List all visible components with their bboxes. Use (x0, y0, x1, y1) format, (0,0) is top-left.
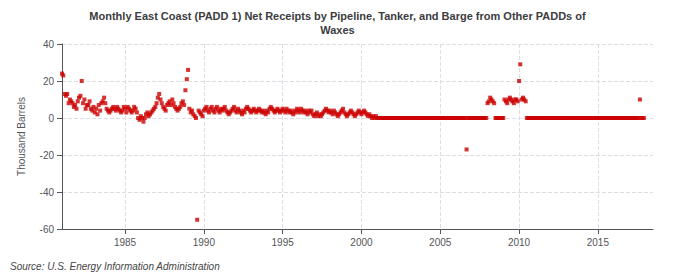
svg-text:1990: 1990 (193, 237, 216, 248)
svg-text:-60: -60 (40, 224, 55, 235)
svg-text:1995: 1995 (272, 237, 295, 248)
svg-text:2005: 2005 (429, 237, 452, 248)
svg-text:-20: -20 (40, 150, 55, 161)
svg-text:-40: -40 (40, 187, 55, 198)
svg-text:Source: U.S. Energy Informatio: Source: U.S. Energy Information Administ… (10, 261, 220, 272)
svg-text:Waxes: Waxes (320, 24, 354, 36)
svg-text:1985: 1985 (114, 237, 137, 248)
svg-text:2010: 2010 (508, 237, 531, 248)
svg-text:40: 40 (43, 39, 55, 50)
svg-text:20: 20 (43, 76, 55, 87)
svg-text:Monthly East Coast (PADD 1) Ne: Monthly East Coast (PADD 1) Net Receipts… (89, 10, 586, 22)
svg-text:2015: 2015 (587, 237, 610, 248)
svg-text:Thousand Barrels: Thousand Barrels (16, 97, 27, 176)
svg-text:0: 0 (48, 113, 54, 124)
svg-text:2000: 2000 (350, 237, 373, 248)
